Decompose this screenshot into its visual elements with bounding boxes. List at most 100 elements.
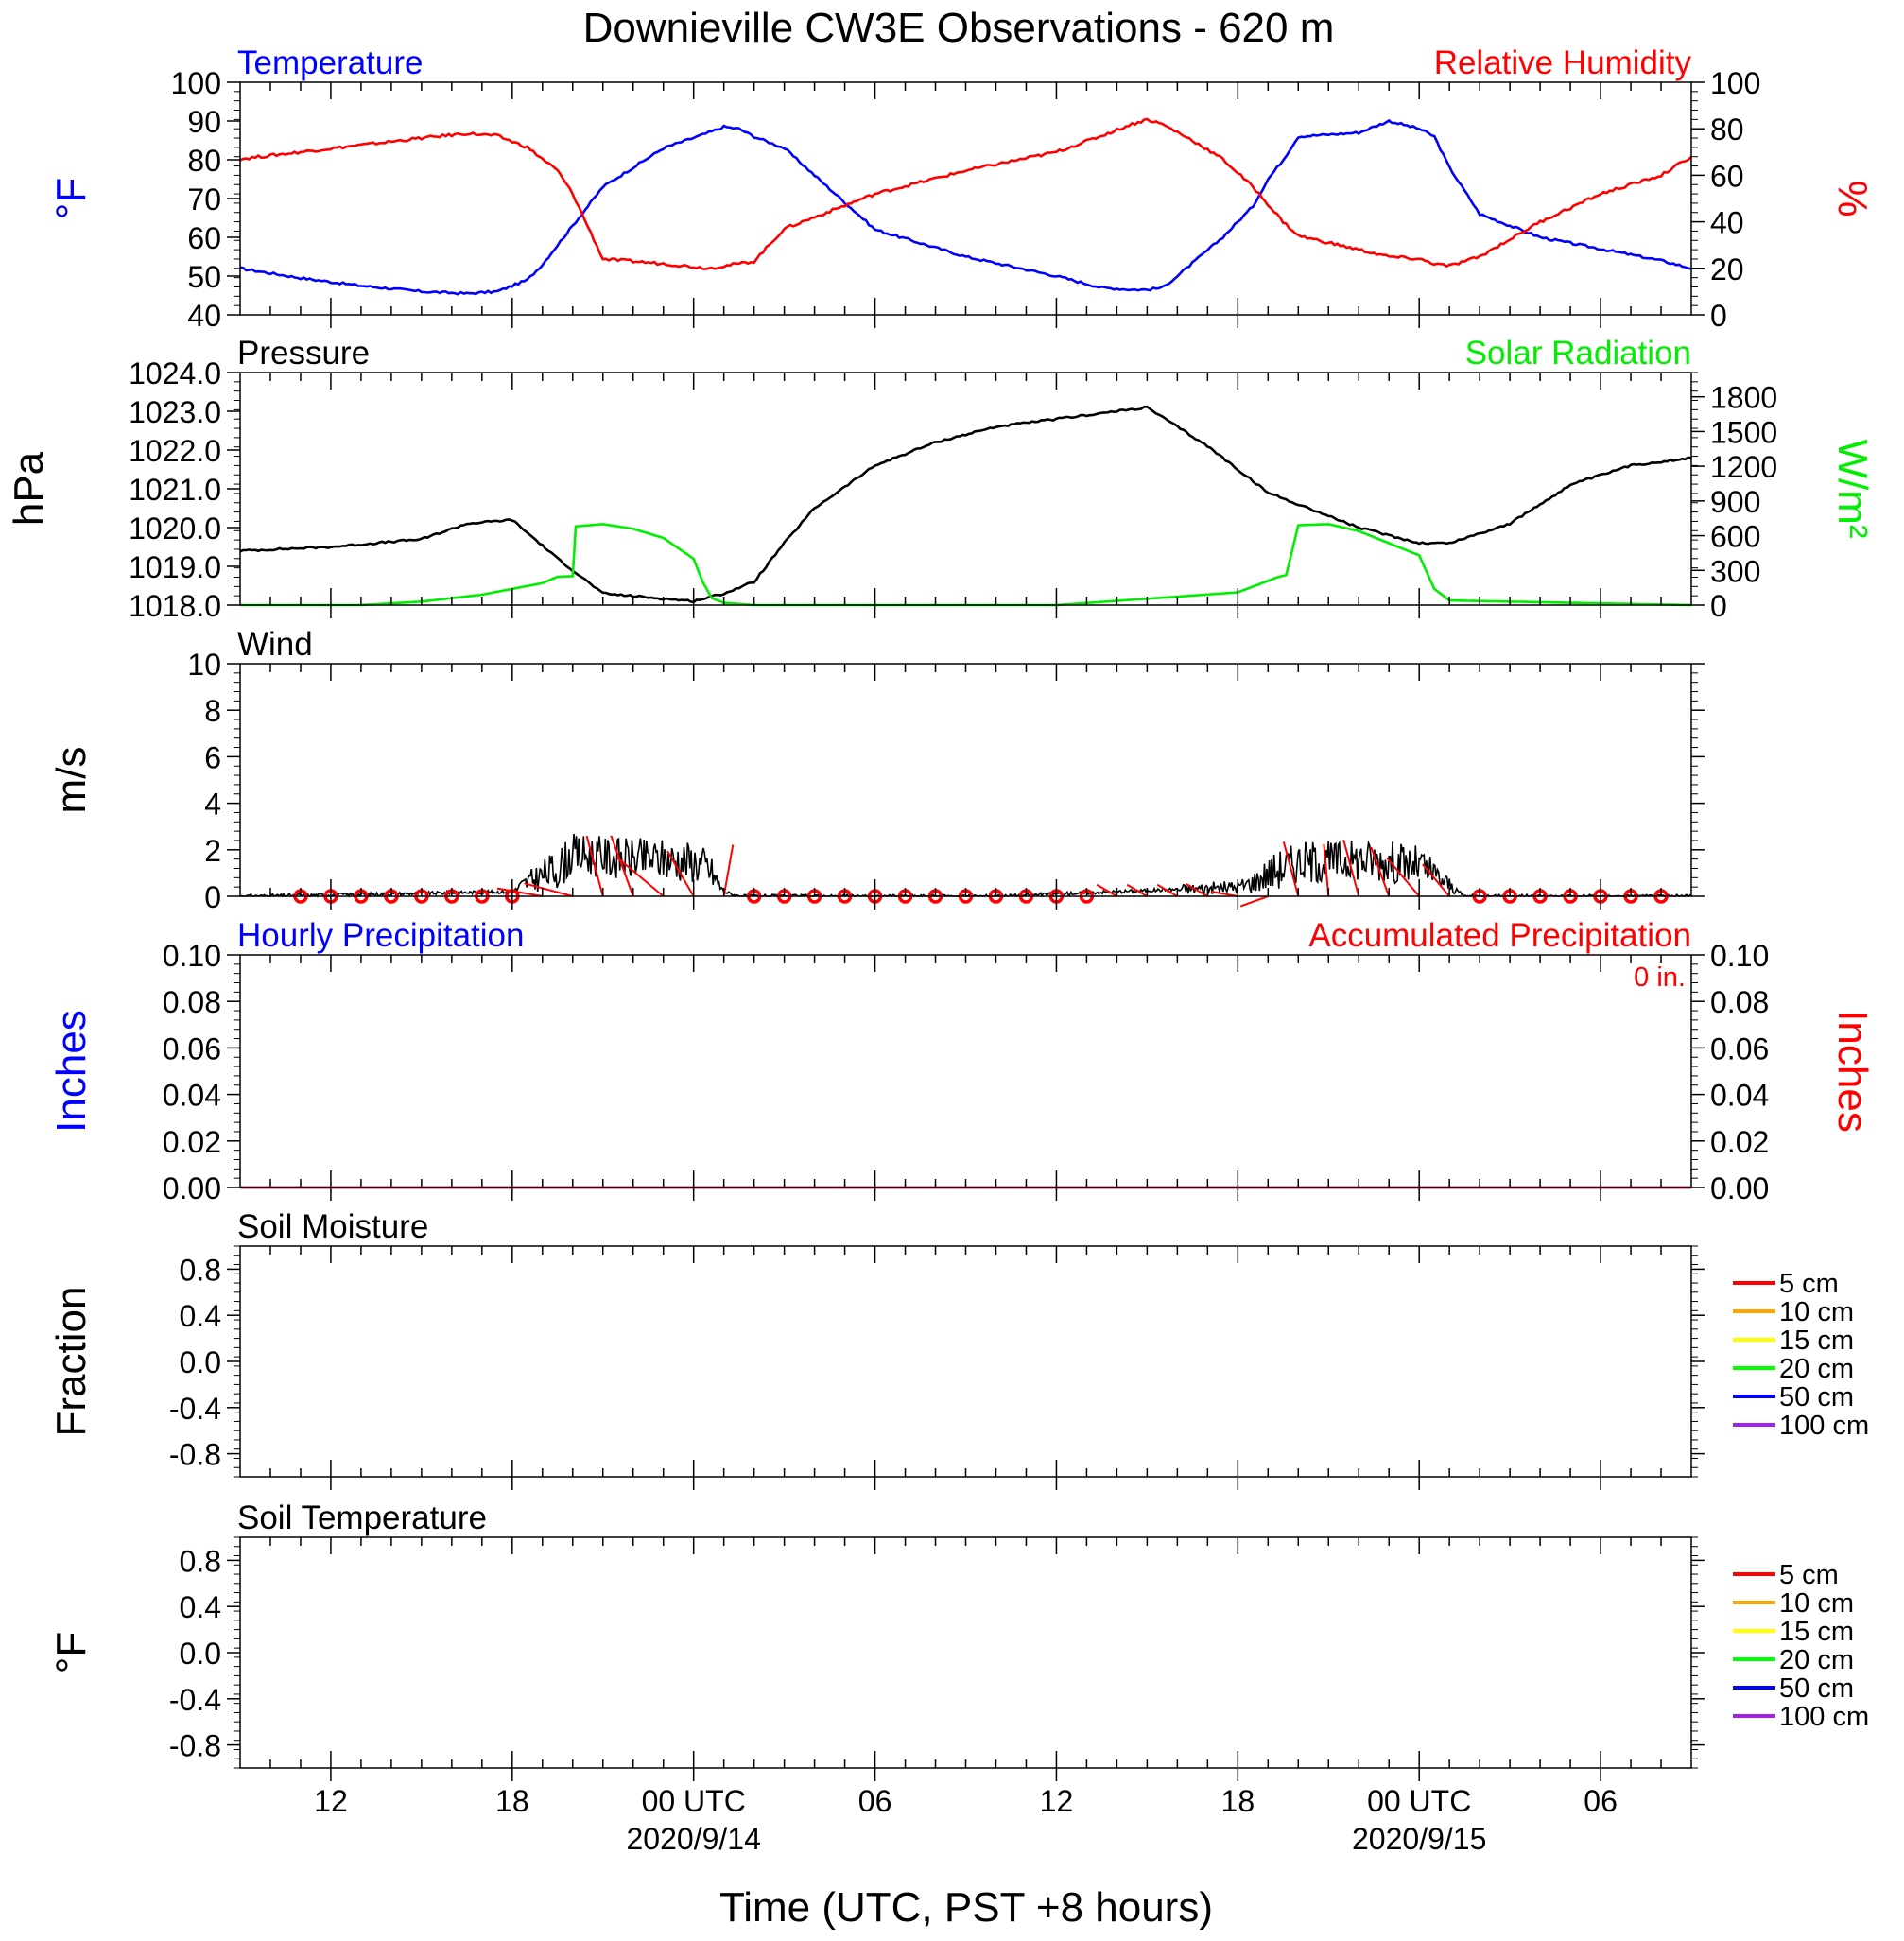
wind-barb xyxy=(1282,841,1300,897)
y-tick-label-left: 1021.0 xyxy=(129,473,221,507)
panel-title-left: Temperature xyxy=(237,44,423,81)
y-tick-label-left: 4 xyxy=(204,788,221,822)
wind-barb xyxy=(524,882,574,897)
y-tick-label-right: 0.04 xyxy=(1710,1079,1769,1113)
chart-title: Downieville CW3E Observations - 620 m xyxy=(583,5,1335,51)
y-axis-label-left: m/s xyxy=(48,747,95,814)
y-tick-label-left: 0.4 xyxy=(180,1299,221,1333)
y-tick-label-left: 10 xyxy=(187,648,221,682)
y-tick-label-left: 0.10 xyxy=(163,939,221,973)
y-tick-label-left: 0.0 xyxy=(180,1637,221,1671)
y-tick-label-left: 8 xyxy=(204,694,221,728)
y-tick-label-left: 80 xyxy=(187,144,221,178)
legend-label: 20 cm xyxy=(1779,1354,1854,1384)
y-tick-label-right: 0 xyxy=(1710,299,1727,333)
legend-label: 15 cm xyxy=(1779,1617,1854,1647)
y-tick-label-right: 40 xyxy=(1710,206,1744,240)
wind-barb xyxy=(610,835,634,897)
panel-title-left: Wind xyxy=(237,626,313,663)
legend-label: 10 cm xyxy=(1779,1297,1854,1327)
y-tick-label-right: 60 xyxy=(1710,159,1744,193)
wind-barb xyxy=(722,844,735,897)
precip-total-annotation: 0 in. xyxy=(1634,962,1686,993)
y-tick-label-left: 1024.0 xyxy=(129,356,221,390)
y-tick-label-left: 40 xyxy=(187,299,221,333)
y-tick-label-left: 1023.0 xyxy=(129,395,221,429)
y-tick-label-right: 0.08 xyxy=(1710,985,1769,1019)
y-tick-label-left: 90 xyxy=(187,105,221,139)
y-tick-label-right: 300 xyxy=(1710,554,1760,588)
y-tick-label-left: 0.4 xyxy=(180,1590,221,1624)
y-tick-label-right: 1500 xyxy=(1710,415,1777,449)
y-tick-label-right: 0.00 xyxy=(1710,1171,1769,1205)
legend-label: 15 cm xyxy=(1779,1326,1854,1356)
wind-barb xyxy=(496,887,543,897)
y-tick-label-right: 20 xyxy=(1710,252,1744,286)
panel-title-left: Hourly Precipitation xyxy=(237,917,524,954)
y-axis-label-right: Inches xyxy=(1829,1010,1876,1133)
x-tick-date-label: 2020/9/15 xyxy=(1352,1822,1486,1856)
y-tick-label-right: 0.02 xyxy=(1710,1125,1769,1159)
series-pressure_solar-pressure xyxy=(239,405,1692,604)
panel-wind: 0 2 4 6 8 10 Wind m/s xyxy=(48,626,1705,914)
y-axis-label-right: W/m² xyxy=(1829,439,1876,538)
series-temp_rh-relative-humidity xyxy=(239,117,1692,270)
y-axis-label-left: °F xyxy=(48,178,95,219)
y-tick-label-right: 600 xyxy=(1710,520,1760,554)
panel-title-right: Relative Humidity xyxy=(1434,44,1692,81)
y-tick-label-right: 0.10 xyxy=(1710,939,1769,973)
wind-barb xyxy=(1422,863,1450,897)
wind-barb xyxy=(1126,883,1148,897)
y-axis-label-right: % xyxy=(1829,180,1876,217)
y-axis-label-left: Inches xyxy=(48,1010,95,1133)
y-axis-label-left: °F xyxy=(48,1632,95,1673)
panel-title-left: Soil Temperature xyxy=(237,1499,487,1536)
series-temp_rh-temperature xyxy=(239,118,1692,296)
y-tick-label-left: -0.8 xyxy=(169,1729,221,1763)
panel-title-right: Accumulated Precipitation xyxy=(1308,917,1691,954)
y-tick-label-left: 0.06 xyxy=(163,1031,221,1066)
wind-barb xyxy=(666,850,695,897)
y-tick-label-left: 0 xyxy=(204,880,221,914)
panel-title-left: Pressure xyxy=(237,335,370,372)
y-tick-label-left: 1019.0 xyxy=(129,550,221,584)
panel-title-left: Soil Moisture xyxy=(237,1208,428,1245)
wind-barb xyxy=(1096,883,1117,897)
y-tick-label-right: 1200 xyxy=(1710,450,1777,484)
wind-barb xyxy=(1156,883,1178,897)
legend-label: 50 cm xyxy=(1779,1382,1854,1412)
y-tick-label-left: 0.8 xyxy=(180,1253,221,1287)
x-tick-date-label: 2020/9/14 xyxy=(627,1822,761,1856)
wind-barb xyxy=(1239,895,1269,908)
wind-barb xyxy=(1210,891,1238,897)
y-tick-label-left: 0.08 xyxy=(163,985,221,1019)
y-tick-label-left: 0.8 xyxy=(180,1544,221,1578)
y-tick-label-left: 2 xyxy=(204,834,221,868)
y-tick-label-right: 900 xyxy=(1710,485,1760,519)
x-tick-label: 06 xyxy=(1584,1784,1618,1818)
y-tick-label-right: 100 xyxy=(1710,66,1760,100)
legend-label: 50 cm xyxy=(1779,1673,1854,1704)
y-tick-label-left: 50 xyxy=(187,260,221,294)
y-tick-label-left: 60 xyxy=(187,221,221,255)
y-tick-label-left: -0.4 xyxy=(169,1683,221,1717)
y-tick-label-right: 0.06 xyxy=(1710,1031,1769,1066)
x-tick-label: 06 xyxy=(858,1784,892,1818)
legend-label: 100 cm xyxy=(1779,1702,1869,1732)
y-tick-label-left: 6 xyxy=(204,740,221,774)
y-axis-label-left: Fraction xyxy=(48,1287,95,1437)
y-tick-label-left: 1018.0 xyxy=(129,589,221,623)
y-tick-label-left: 0.02 xyxy=(163,1125,221,1159)
wind-barb xyxy=(1185,882,1208,897)
y-tick-label-right: 80 xyxy=(1710,113,1744,147)
panel-pressure_solar: 1018.0 1019.0 1020.0 1021.0 1022.0 1023.0 1024… xyxy=(6,335,1876,623)
x-tick-label: 12 xyxy=(1040,1784,1074,1818)
wind-barb xyxy=(1386,857,1420,897)
legend-label: 5 cm xyxy=(1779,1269,1839,1299)
y-tick-label-left: 1022.0 xyxy=(129,434,221,468)
y-tick-label-right: 0 xyxy=(1710,589,1727,623)
legend-label: 20 cm xyxy=(1779,1645,1854,1675)
